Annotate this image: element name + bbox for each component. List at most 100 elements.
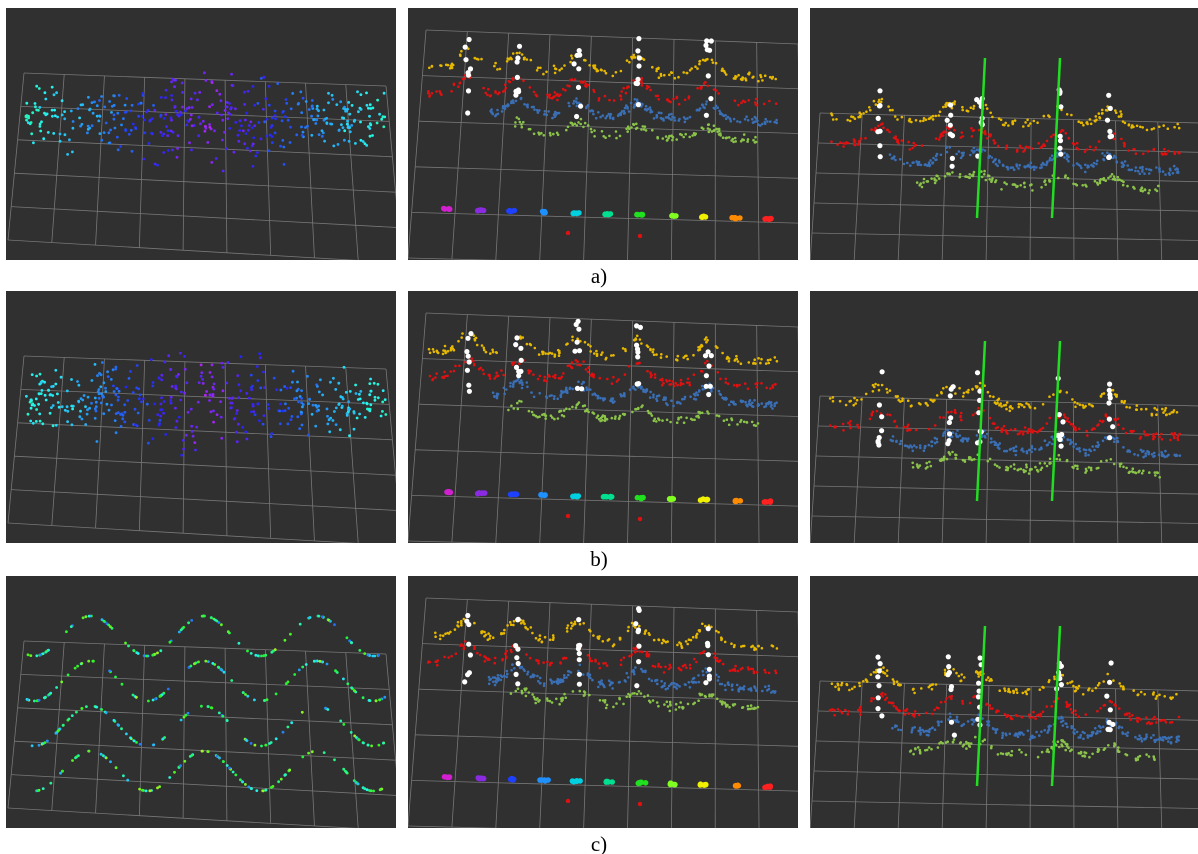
point (946, 429, 949, 432)
point (896, 118, 899, 121)
point (744, 382, 747, 385)
point (853, 397, 856, 400)
point (1033, 166, 1036, 169)
point (658, 76, 661, 79)
point (897, 399, 900, 402)
point (653, 354, 656, 357)
point (1119, 110, 1122, 113)
point (518, 52, 521, 55)
point (1135, 408, 1138, 411)
point (620, 659, 623, 662)
point (520, 666, 523, 669)
point (1147, 451, 1150, 454)
point (1095, 115, 1098, 118)
point (1083, 448, 1086, 451)
point (534, 347, 537, 350)
point (1038, 448, 1041, 451)
point (919, 464, 922, 467)
point (533, 91, 536, 94)
point (907, 446, 910, 449)
point (464, 361, 467, 364)
point (130, 129, 133, 132)
point (948, 128, 951, 131)
point (284, 402, 287, 405)
point (211, 364, 214, 367)
point (989, 155, 992, 158)
point (218, 712, 221, 715)
point (1051, 436, 1054, 439)
point (717, 631, 720, 634)
point (239, 778, 242, 781)
point (512, 77, 515, 80)
point (537, 680, 540, 683)
point (856, 424, 859, 427)
point (1014, 428, 1017, 431)
point (694, 394, 697, 397)
point (74, 667, 77, 670)
point (1099, 420, 1102, 423)
point (502, 374, 505, 377)
point (477, 776, 483, 782)
point (572, 61, 577, 66)
point (290, 721, 293, 724)
point (636, 693, 639, 696)
point (961, 109, 964, 112)
point (877, 88, 882, 93)
point (1105, 459, 1108, 462)
point (216, 112, 219, 115)
point (517, 408, 520, 411)
point (892, 156, 895, 159)
point (495, 372, 498, 375)
point (339, 395, 342, 398)
point (25, 116, 28, 119)
point (558, 679, 561, 682)
point (59, 133, 62, 136)
point (71, 151, 74, 154)
point (986, 137, 989, 140)
point (887, 105, 890, 108)
point (514, 335, 519, 340)
point (203, 71, 206, 74)
point (175, 110, 178, 113)
point (228, 767, 231, 770)
point (992, 422, 995, 425)
figure: a)b)c) (0, 0, 1198, 854)
point (260, 77, 263, 80)
point (71, 408, 74, 411)
point (285, 98, 288, 101)
point (308, 617, 311, 620)
point (707, 674, 712, 679)
point (752, 668, 755, 671)
point (366, 408, 369, 411)
point (582, 360, 585, 363)
point (170, 116, 173, 119)
point (488, 374, 491, 377)
point (602, 135, 605, 138)
point (185, 124, 188, 127)
point (371, 134, 374, 137)
point (603, 70, 606, 73)
point (199, 122, 202, 125)
point (25, 395, 28, 398)
point (262, 654, 265, 657)
point (1132, 467, 1135, 470)
point (382, 389, 385, 392)
point (551, 701, 554, 704)
point (576, 85, 581, 90)
point (447, 656, 450, 659)
point (948, 113, 953, 118)
point (559, 93, 562, 96)
point (153, 109, 156, 112)
point (532, 414, 535, 417)
point (704, 113, 709, 118)
point (647, 410, 650, 413)
point (692, 636, 695, 639)
point (259, 356, 262, 359)
point (485, 351, 488, 354)
point (1029, 122, 1032, 125)
point (450, 370, 453, 373)
point (1057, 177, 1060, 180)
point (747, 73, 750, 76)
point (113, 118, 116, 121)
point (212, 421, 215, 424)
